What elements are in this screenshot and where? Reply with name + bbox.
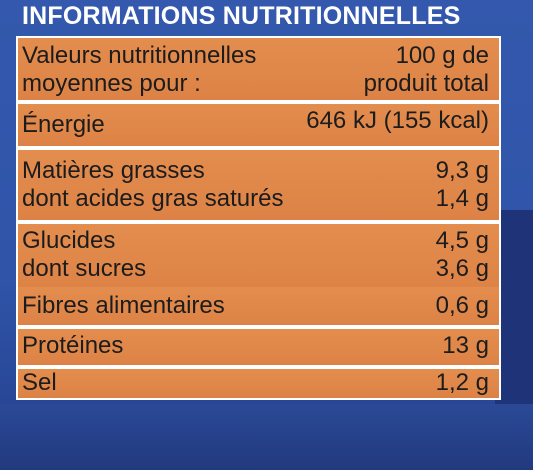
row-label: dont acides gras saturés: [22, 185, 284, 212]
table-row-salt: Sel 1,2 g: [18, 369, 499, 398]
row-label: Énergie: [22, 111, 105, 138]
row-value: 100 g de: [395, 42, 489, 69]
table-row-energy: Énergie 646 kJ (155 kcal): [18, 104, 499, 146]
row-label: Valeurs nutritionnelles: [22, 42, 257, 69]
nutrition-table: Valeurs nutritionnelles moyennes pour : …: [16, 36, 501, 400]
row-value: 1,2 g: [435, 369, 489, 396]
table-row-fat: Matières grasses dont acides gras saturé…: [18, 150, 499, 220]
row-label: Protéines: [22, 332, 124, 359]
nutrition-heading: INFORMATIONS NUTRITIONNELLES: [22, 2, 461, 30]
row-label: Glucides: [22, 227, 116, 254]
row-label: Fibres alimentaires: [22, 292, 225, 319]
table-row-protein: Protéines 13 g: [18, 329, 499, 365]
table-row-fibre: Fibres alimentaires 0,6 g: [18, 287, 499, 325]
row-value: produit total: [363, 70, 489, 97]
package-bottom-strip: [0, 404, 533, 470]
table-row-carbohydrates: Glucides dont sucres 4,5 g 3,6 g: [18, 224, 499, 292]
row-value: 9,3 g: [435, 157, 489, 184]
row-value: 1,4 g: [435, 185, 489, 212]
row-value: 13 g: [442, 332, 489, 359]
row-value: 4,5 g: [435, 227, 489, 254]
row-label: moyennes pour :: [22, 70, 201, 97]
row-label: Matières grasses: [22, 157, 205, 184]
row-value: 3,6 g: [435, 255, 489, 282]
row-value: 646 kJ (155 kcal): [306, 107, 489, 134]
table-row-reference: Valeurs nutritionnelles moyennes pour : …: [18, 38, 499, 100]
row-label: Sel: [22, 369, 57, 396]
row-label: dont sucres: [22, 255, 147, 282]
row-value: 0,6 g: [435, 292, 489, 319]
